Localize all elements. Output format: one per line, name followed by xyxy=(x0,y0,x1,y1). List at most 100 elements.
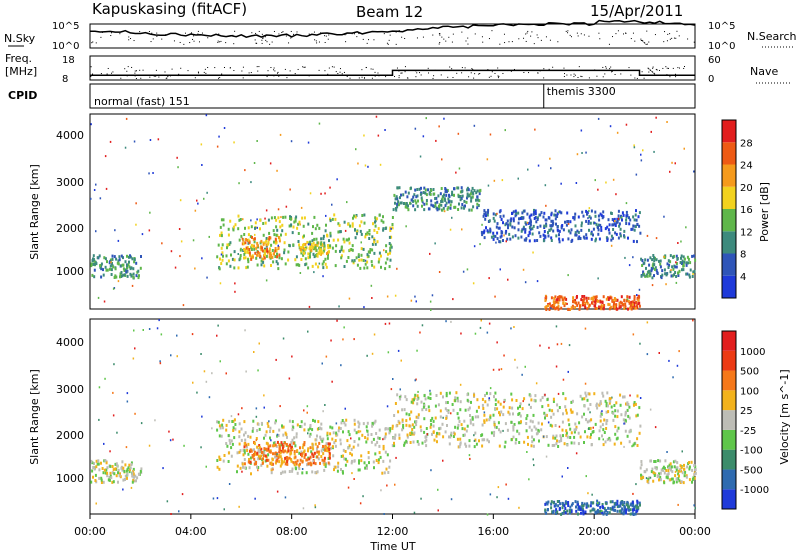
echo-cell xyxy=(470,208,473,212)
echo-cell xyxy=(291,446,293,450)
echo-cell xyxy=(431,432,433,436)
echo-cell xyxy=(626,295,629,299)
echo-cell xyxy=(445,201,448,205)
echo-cell xyxy=(274,249,277,253)
echo-cell xyxy=(587,407,590,411)
echo-cell xyxy=(371,242,374,246)
echo-cell xyxy=(393,444,396,448)
echo-cell xyxy=(353,459,356,463)
echo-cell xyxy=(231,420,234,423)
echo-cell xyxy=(247,260,250,264)
echo-cell xyxy=(243,445,246,449)
echo-cell xyxy=(331,426,334,430)
echo-cell xyxy=(504,422,507,426)
echo-cell xyxy=(575,509,578,513)
echo-cell xyxy=(298,451,301,455)
echo-cell xyxy=(245,246,248,250)
echo-cell xyxy=(273,233,276,237)
echo-cell xyxy=(601,216,604,220)
echo-cell xyxy=(349,224,352,228)
echo-cell xyxy=(444,430,447,434)
scatter-cell xyxy=(206,276,208,279)
echo-cell xyxy=(252,237,255,241)
echo-cell xyxy=(563,510,566,513)
noise-search-dot xyxy=(580,33,582,35)
echo-cell xyxy=(667,472,670,476)
echo-cell xyxy=(545,308,548,311)
echo-cell xyxy=(220,231,223,235)
echo-cell xyxy=(665,273,668,277)
nave-dot xyxy=(349,77,351,79)
echo-cell xyxy=(111,257,114,261)
echo-cell xyxy=(139,266,142,270)
nave-dot xyxy=(461,67,463,69)
echo-cell xyxy=(492,237,495,241)
echo-cell xyxy=(278,460,281,464)
noise-search-dot xyxy=(251,32,253,34)
echo-cell xyxy=(640,476,643,480)
echo-cell xyxy=(113,255,116,259)
echo-cell xyxy=(232,225,235,229)
noise-search-dot xyxy=(654,34,656,36)
echo-cell xyxy=(677,472,680,476)
echo-cell xyxy=(326,449,328,453)
echo-cell xyxy=(691,254,694,258)
nave-dot xyxy=(479,73,481,75)
echo-cell xyxy=(251,235,253,239)
noise-tick-top-right: 10^5 xyxy=(708,21,735,32)
echo-cell xyxy=(506,237,509,241)
echo-cell xyxy=(290,451,293,455)
echo-cell xyxy=(464,442,467,446)
noise-search-dot xyxy=(278,33,280,35)
scatter-cell xyxy=(244,329,246,332)
echo-cell xyxy=(561,506,564,510)
nave-dot xyxy=(131,66,133,68)
echo-cell xyxy=(580,221,583,225)
scatter-cell xyxy=(241,470,243,473)
echo-cell xyxy=(274,461,277,465)
echo-cell xyxy=(660,468,663,472)
nave-dot xyxy=(229,67,231,69)
noise-search-dot xyxy=(583,34,585,36)
echo-cell xyxy=(533,398,536,402)
noise-search-dot xyxy=(207,37,209,39)
scatter-cell xyxy=(331,380,333,383)
scatter-cell xyxy=(646,353,649,356)
echo-cell xyxy=(671,470,674,474)
scatter-cell xyxy=(263,406,265,409)
echo-cell xyxy=(573,428,576,432)
echo-cell xyxy=(611,223,614,227)
nave-dot xyxy=(331,66,333,68)
echo-cell xyxy=(567,501,570,504)
echo-cell xyxy=(402,193,405,197)
echo-cell xyxy=(606,391,609,395)
echo-cell xyxy=(389,258,392,262)
echo-cell xyxy=(343,457,346,461)
echo-cell xyxy=(616,415,619,419)
echo-cell xyxy=(243,433,245,437)
echo-cell xyxy=(441,208,444,212)
noise-search-dot xyxy=(642,40,644,42)
nave-dot xyxy=(400,72,402,74)
scatter-cell xyxy=(535,382,538,385)
scatter-cell xyxy=(410,202,412,205)
echo-cell xyxy=(685,263,688,267)
colorbar-tick: 20 xyxy=(740,183,753,194)
echo-cell xyxy=(417,199,419,203)
echo-cell xyxy=(374,224,377,228)
echo-cell xyxy=(394,402,397,405)
echo-cell xyxy=(431,416,434,420)
nave-dot xyxy=(266,76,268,78)
echo-cell xyxy=(287,445,290,449)
echo-cell xyxy=(461,194,464,198)
echo-cell xyxy=(218,455,221,459)
echo-cell xyxy=(603,511,606,515)
echo-cell xyxy=(472,423,475,427)
echo-cell xyxy=(302,253,305,257)
nave-dot xyxy=(363,77,365,79)
echo-cell xyxy=(636,503,639,507)
scatter-cell xyxy=(133,329,135,332)
scatter-cell xyxy=(98,418,100,421)
echo-cell xyxy=(260,451,263,454)
echo-cell xyxy=(594,510,597,514)
